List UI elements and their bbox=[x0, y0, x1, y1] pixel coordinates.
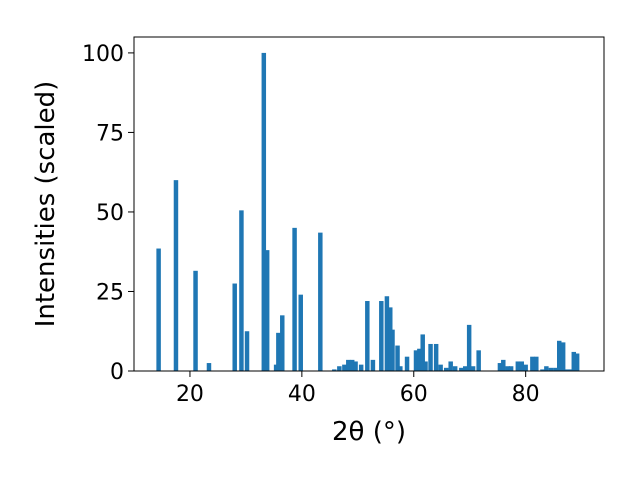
bar bbox=[417, 348, 422, 371]
bar bbox=[497, 363, 503, 371]
bar bbox=[530, 356, 535, 371]
bar bbox=[448, 361, 453, 371]
bar bbox=[398, 366, 403, 371]
y-tick-label: 75 bbox=[96, 121, 124, 146]
bar bbox=[443, 367, 449, 371]
bar bbox=[463, 366, 468, 371]
y-axis: 0 25 50 75 100 bbox=[82, 42, 134, 385]
bar bbox=[470, 366, 476, 371]
bar bbox=[349, 359, 355, 371]
bar bbox=[332, 369, 337, 371]
bar bbox=[523, 364, 528, 371]
x-axis: 20 40 60 80 bbox=[176, 371, 540, 407]
bar bbox=[574, 353, 580, 371]
bar bbox=[438, 364, 443, 371]
bar bbox=[276, 332, 281, 371]
bar bbox=[466, 324, 472, 371]
y-axis-label: Intensities (scaled) bbox=[31, 81, 61, 328]
bar bbox=[353, 361, 358, 371]
x-tick-label: 20 bbox=[176, 382, 204, 407]
bar bbox=[404, 356, 410, 371]
bar bbox=[519, 361, 524, 371]
bar bbox=[365, 301, 370, 371]
bar bbox=[540, 369, 545, 371]
bar bbox=[379, 301, 384, 371]
bar bbox=[370, 359, 376, 371]
bar bbox=[560, 342, 566, 371]
bar bbox=[358, 364, 364, 371]
bar bbox=[459, 367, 464, 371]
bar bbox=[501, 359, 506, 371]
bar bbox=[420, 334, 425, 371]
bar bbox=[534, 356, 539, 371]
bar bbox=[423, 361, 428, 371]
bar bbox=[515, 361, 521, 371]
y-tick-label: 50 bbox=[96, 201, 124, 226]
bar bbox=[342, 364, 347, 371]
bar bbox=[292, 227, 297, 371]
bar bbox=[452, 366, 458, 371]
x-tick-label: 40 bbox=[288, 382, 316, 407]
bar bbox=[346, 359, 351, 371]
bar bbox=[298, 294, 303, 371]
bar bbox=[173, 180, 179, 371]
bar bbox=[232, 283, 237, 371]
bar bbox=[508, 366, 514, 371]
bar bbox=[193, 270, 198, 371]
bar bbox=[156, 248, 161, 371]
bar bbox=[544, 366, 549, 371]
bar bbox=[261, 52, 267, 372]
bar bbox=[395, 345, 400, 371]
x-tick-label: 60 bbox=[400, 382, 428, 407]
bar bbox=[428, 343, 433, 371]
bar bbox=[264, 250, 270, 371]
bar bbox=[413, 350, 419, 371]
bar bbox=[206, 363, 212, 371]
bars-group bbox=[156, 52, 580, 372]
y-tick-label: 0 bbox=[110, 360, 124, 385]
y-tick-label: 25 bbox=[96, 280, 124, 305]
bar bbox=[244, 331, 250, 371]
bar bbox=[548, 367, 554, 371]
bar bbox=[384, 296, 390, 371]
bar bbox=[564, 369, 570, 371]
x-axis-label: 2θ (°) bbox=[332, 417, 406, 447]
bar bbox=[571, 351, 577, 371]
bar bbox=[280, 315, 285, 371]
bar bbox=[390, 329, 395, 371]
bar bbox=[476, 350, 481, 371]
y-tick-label: 100 bbox=[82, 42, 124, 67]
bar bbox=[337, 366, 342, 371]
plot-frame bbox=[133, 36, 605, 372]
bar bbox=[557, 340, 562, 371]
bar bbox=[505, 366, 510, 371]
bar bbox=[318, 232, 323, 371]
bar bbox=[239, 210, 244, 371]
bar bbox=[553, 367, 558, 371]
bar bbox=[568, 369, 574, 371]
bar bbox=[433, 343, 439, 371]
x-tick-label: 80 bbox=[512, 382, 540, 407]
